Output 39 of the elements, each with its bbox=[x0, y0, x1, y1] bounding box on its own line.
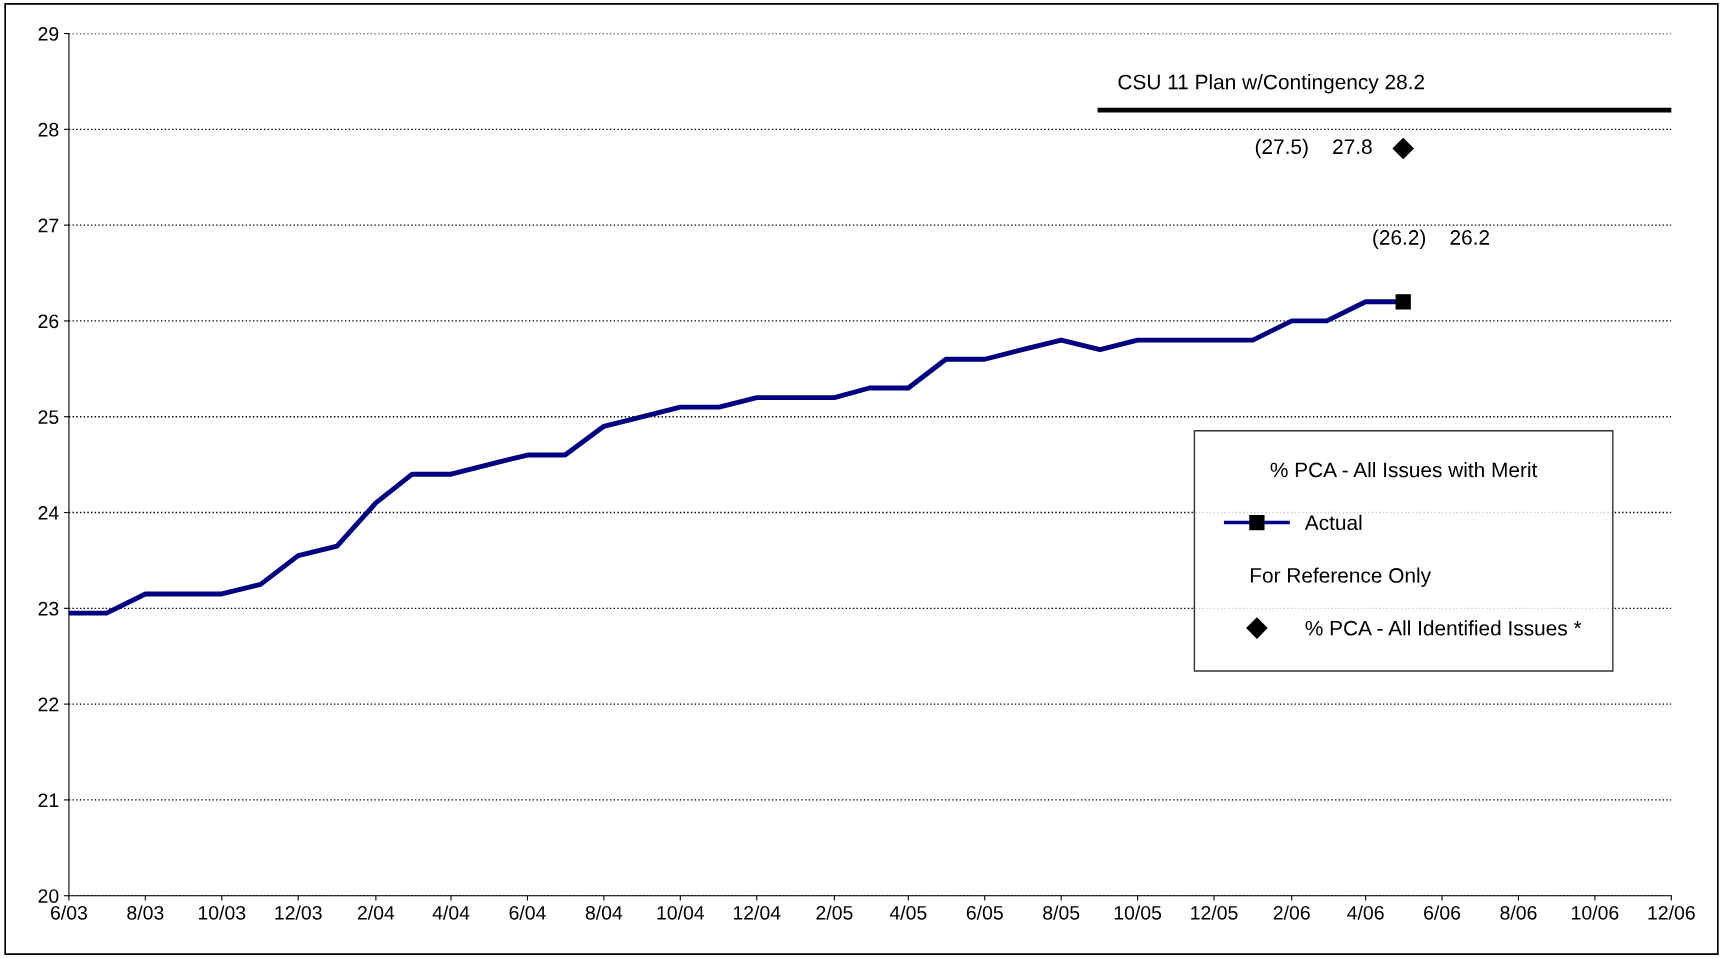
x-tick-label: 10/04 bbox=[657, 905, 705, 920]
y-tick-label: 26 bbox=[38, 314, 59, 329]
x-tick-label: 6/06 bbox=[1424, 905, 1461, 920]
x-tick-label: 10/05 bbox=[1114, 905, 1162, 920]
x-tick-label: 2/06 bbox=[1273, 905, 1310, 920]
x-tick-label: 12/03 bbox=[275, 905, 322, 920]
x-tick-label: 10/06 bbox=[1572, 905, 1619, 920]
x-tick-label: 4/06 bbox=[1347, 905, 1384, 920]
y-tick-label: 28 bbox=[38, 122, 59, 137]
x-tick-label: 6/03 bbox=[50, 905, 87, 920]
x-tick-label: 4/05 bbox=[889, 905, 927, 920]
x-tick-label: 8/06 bbox=[1500, 905, 1537, 920]
y-tick-label: 23 bbox=[38, 601, 59, 616]
x-tick-label: 6/04 bbox=[509, 905, 546, 920]
y-tick-label: 25 bbox=[38, 410, 59, 424]
x-tick-label: 2/05 bbox=[816, 905, 853, 920]
y-tick-label: 21 bbox=[38, 793, 59, 807]
y-tick-label: 24 bbox=[38, 506, 59, 520]
y-tick-label: 27 bbox=[38, 218, 59, 233]
legend-label: % PCA - All Identified Issues * bbox=[1305, 620, 1582, 636]
y-tick-label: 22 bbox=[38, 697, 59, 712]
annotation: For Reference Only bbox=[1250, 567, 1432, 587]
x-tick-label: 4/04 bbox=[432, 905, 470, 920]
x-tick-label: 6/05 bbox=[966, 905, 1003, 920]
annotation: (26.2) 26.2 bbox=[1373, 229, 1489, 249]
x-tick-label: 12/05 bbox=[1191, 905, 1238, 920]
x-tick-label: 8/05 bbox=[1043, 905, 1080, 920]
x-tick-label: 2/04 bbox=[357, 905, 395, 920]
x-tick-label: 10/03 bbox=[198, 905, 246, 920]
y-tick-label: 29 bbox=[38, 27, 59, 41]
x-tick-label: 12/04 bbox=[733, 905, 781, 920]
legend-label: Actual bbox=[1304, 514, 1362, 531]
x-tick-label: 8/03 bbox=[127, 905, 164, 920]
x-tick-label: 8/04 bbox=[585, 905, 623, 920]
legend-title: % PCA - All Issues with Merit bbox=[1270, 462, 1538, 478]
x-tick-label: 12/06 bbox=[1648, 905, 1695, 920]
annotation: (27.5) 27.8 bbox=[1255, 138, 1372, 159]
annotation: CSU 11 Plan w/Contingency 28.2 bbox=[1118, 74, 1425, 94]
y-tick-label: 20 bbox=[38, 889, 59, 903]
